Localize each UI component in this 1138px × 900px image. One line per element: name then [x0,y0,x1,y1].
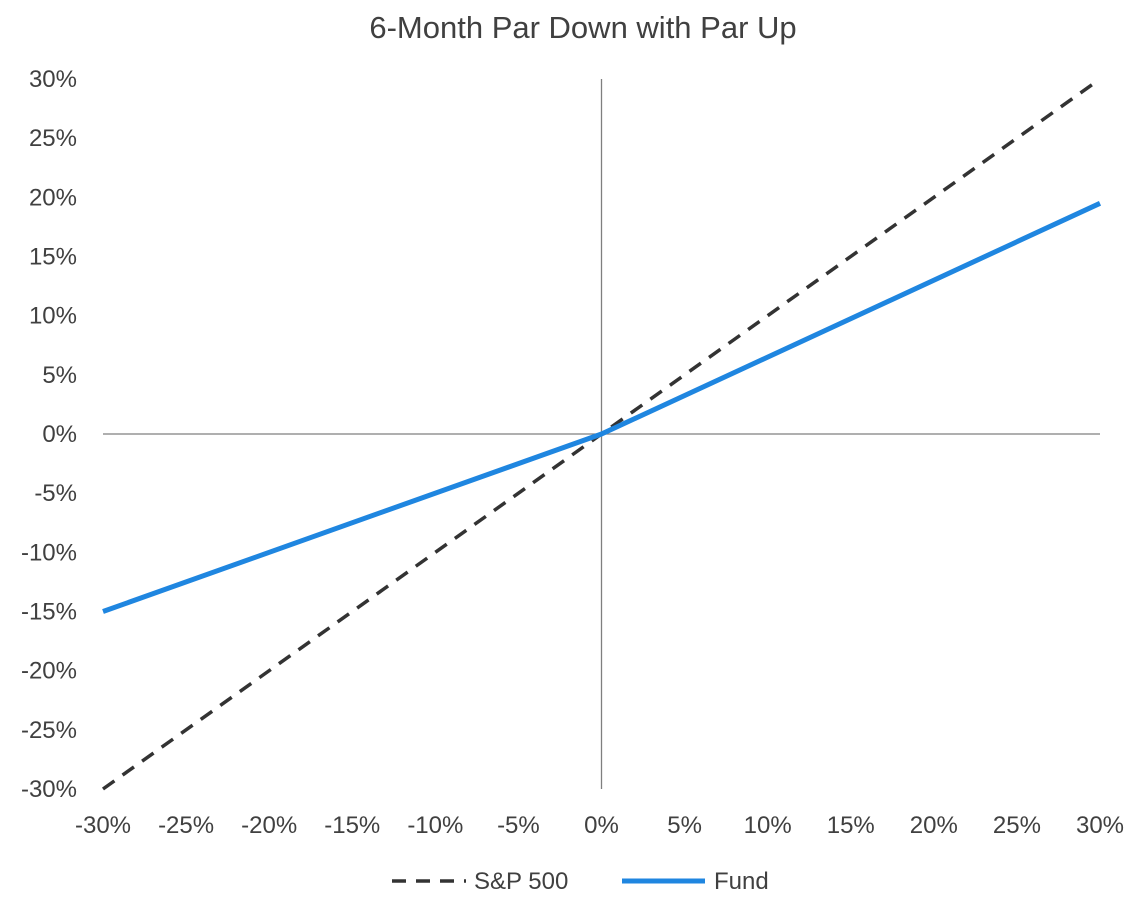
x-tick-label: 30% [1076,812,1124,839]
y-tick-label: 10% [29,303,77,330]
x-tick-label: 0% [584,812,619,839]
y-tick-label: -5% [34,480,77,507]
y-tick-label: 5% [42,362,77,389]
x-tick-label: 15% [827,812,875,839]
x-tick-label: -10% [407,812,463,839]
x-tick-label: -15% [324,812,380,839]
legend: S&P 500 Fund [392,868,769,895]
y-tick-label: 30% [29,66,77,93]
y-tick-label: -25% [21,717,77,744]
x-tick-label: 20% [910,812,958,839]
legend-label: S&P 500 [474,868,568,895]
y-tick-label: -15% [21,599,77,626]
y-tick-label: 20% [29,184,77,211]
x-tick-label: -30% [75,812,131,839]
x-axis-ticks: -30% -25% -20% -15% -10% -5% 0% 5% 10% 15% 20% 25% 3… [75,812,1124,839]
y-tick-label: 0% [42,421,77,448]
y-tick-label: -30% [21,776,77,803]
x-tick-label: 10% [744,812,792,839]
legend-label: Fund [714,868,769,895]
y-tick-label: 15% [29,244,77,271]
y-tick-label: 25% [29,125,77,152]
x-tick-label: 25% [993,812,1041,839]
x-tick-label: -20% [241,812,297,839]
y-tick-label: -10% [21,539,77,566]
chart-title: 6-Month Par Down with Par Up [369,10,796,45]
y-tick-label: -20% [21,658,77,685]
x-tick-label: -5% [497,812,540,839]
series-line-fund [102,201,1102,614]
x-tick-label: 5% [667,812,702,839]
series-layer [101,77,1102,791]
y-axis-ticks: 30% 25% 20% 15% 10% 5% 0% -5% -10% -15% -20% -25% -3… [21,66,77,803]
x-tick-label: -25% [158,812,214,839]
